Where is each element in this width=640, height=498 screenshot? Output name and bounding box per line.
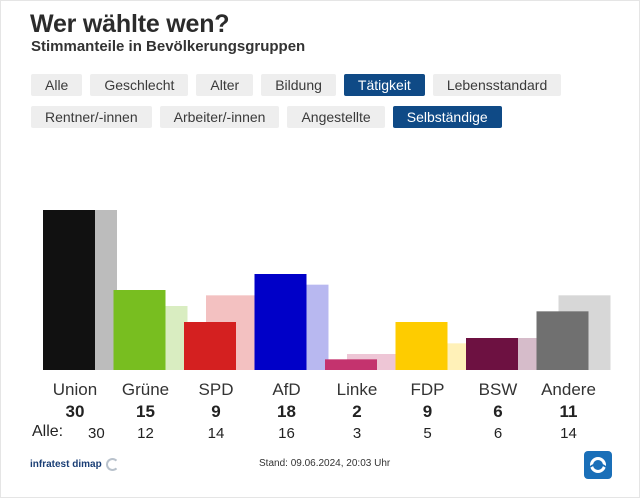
tab-bildung[interactable]: Bildung — [261, 74, 336, 96]
comparison-prefix-label: Alle: — [32, 423, 64, 440]
tagesschau-logo-icon — [584, 451, 612, 479]
tab-alle[interactable]: Alle — [31, 74, 83, 96]
page-title: Wer wählte wen? — [30, 10, 230, 38]
timestamp: Stand: 09.06.2024, 20:03 Uhr — [259, 458, 391, 469]
tab-lebensstandard[interactable]: Lebensstandard — [432, 74, 562, 96]
tab-rentner[interactable]: Rentner/-innen — [31, 106, 152, 128]
secondary-tab-bar: Rentner/-innen Arbeiter/-innen Angestell… — [31, 106, 502, 128]
globe-icon — [589, 457, 607, 473]
tab-selbstaendige[interactable]: Selbständige — [392, 106, 502, 128]
tab-geschlecht[interactable]: Geschlecht — [90, 74, 189, 96]
source-label: infratest dimap — [30, 459, 102, 470]
primary-tab-bar: Alle Geschlecht Alter Bildung Tätigkeit … — [31, 74, 562, 96]
tab-angestellte[interactable]: Angestellte — [287, 106, 385, 128]
tab-arbeiter[interactable]: Arbeiter/-innen — [159, 106, 280, 128]
ring-icon — [105, 458, 119, 471]
tab-taetigkeit[interactable]: Tätigkeit — [343, 74, 425, 96]
tab-alter[interactable]: Alter — [196, 74, 254, 96]
infratest-dimap-logo-icon: infratest dimap — [30, 458, 119, 471]
page-subtitle: Stimmanteile in Bevölkerungsgruppen — [31, 38, 306, 55]
